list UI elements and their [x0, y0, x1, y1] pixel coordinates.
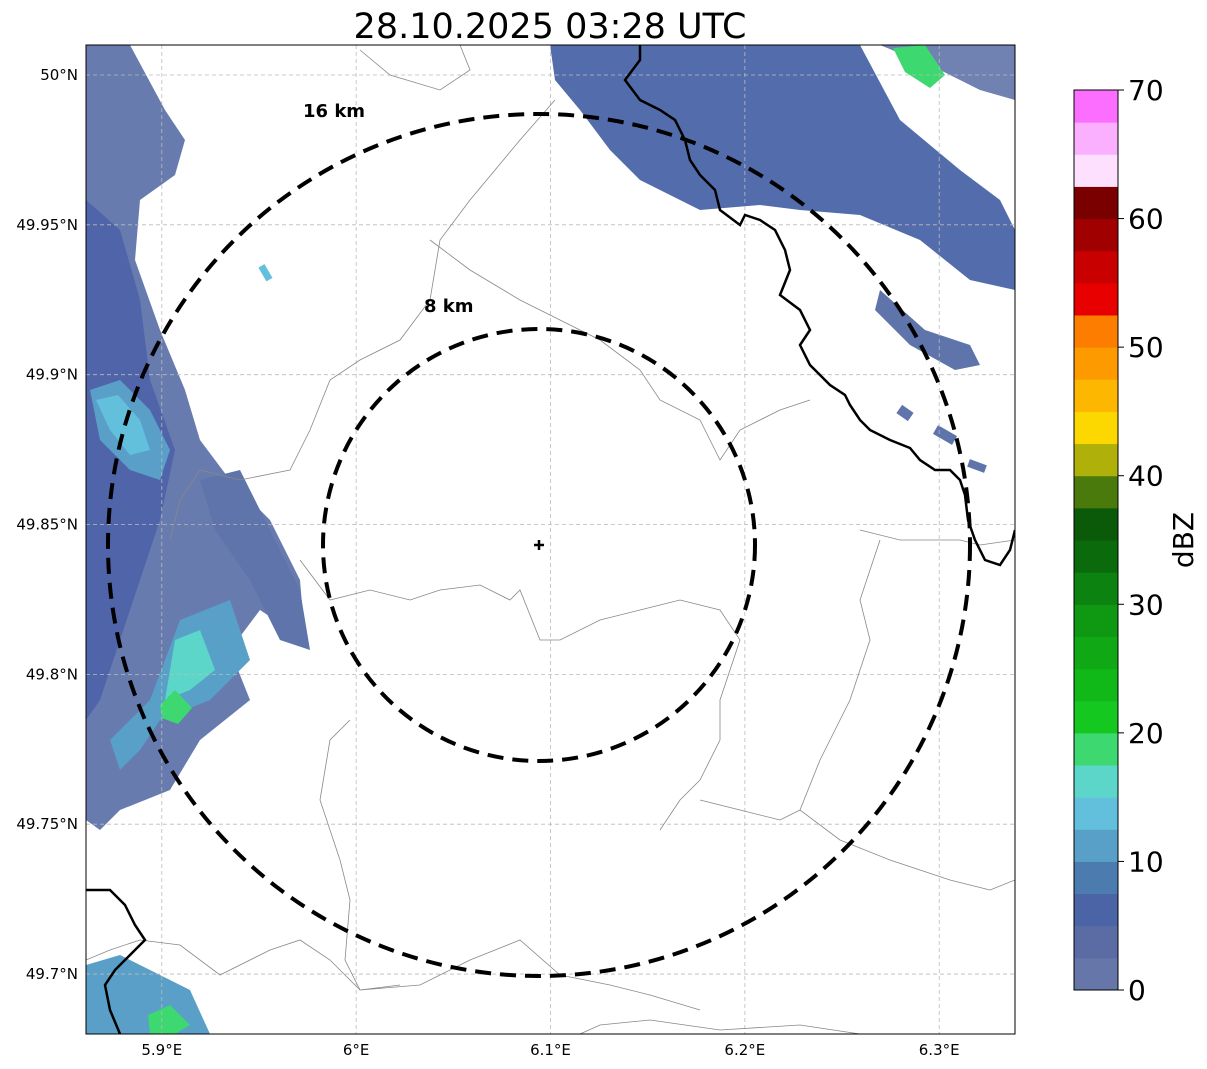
range-ring-8km	[321, 327, 757, 763]
colorbar-bin	[1074, 443, 1118, 477]
colorbar-tick-label: 70	[1128, 74, 1164, 107]
colorbar-bin	[1074, 540, 1118, 573]
echo-ne-green	[893, 45, 945, 88]
echo-speck	[258, 264, 273, 282]
colorbar-bin	[1074, 347, 1118, 380]
national-border-southwest	[86, 888, 147, 1034]
colorbar-bin	[1074, 861, 1118, 895]
map-panel[interactable]: 16 km 8 km	[85, 44, 1016, 1035]
colorbar-bin	[1074, 411, 1118, 445]
lat-tick-label: 50°N	[40, 66, 78, 84]
lon-tick-label: 6.2°E	[724, 1041, 765, 1059]
colorbar-tick-label: 10	[1128, 845, 1164, 878]
colorbar-bin	[1074, 218, 1118, 252]
colorbar-tick-label: 0	[1128, 974, 1146, 1007]
lon-tick-label: 6.1°E	[530, 1041, 571, 1059]
lat-tick-label: 49.8°N	[26, 665, 78, 683]
lat-tick-label: 49.7°N	[26, 965, 78, 983]
colorbar-tick-label: 30	[1128, 588, 1164, 621]
latitude-ticks: 50°N 49.95°N 49.9°N 49.85°N 49.8°N 49.75°N 49.…	[16, 66, 78, 983]
colorbar-bin	[1074, 765, 1118, 798]
colorbar-bin	[1074, 700, 1118, 734]
reflectivity-echoes	[86, 45, 1015, 1034]
radar-site-marker	[534, 540, 544, 550]
gridlines	[86, 45, 1015, 1034]
colorbar-bin	[1074, 604, 1118, 637]
colorbar-bin	[1074, 154, 1118, 187]
colorbar-bin	[1074, 90, 1118, 123]
lon-tick-label: 5.9°E	[141, 1041, 182, 1059]
figure-title: 28.10.2025 03:28 UTC	[354, 7, 747, 47]
colorbar-bin	[1074, 797, 1118, 830]
echo-ne-fleck-3	[967, 459, 987, 473]
echo-sw-streak	[200, 470, 310, 650]
colorbar-tick-label: 40	[1128, 460, 1164, 493]
colorbar-bin	[1074, 122, 1118, 155]
colorbar: 0 10 20 30 40 50 60 70 dBZ	[1073, 74, 1200, 1007]
echo-west-cyan	[96, 395, 150, 455]
range-ring-16km	[106, 112, 972, 978]
lat-tick-label: 49.95°N	[16, 216, 78, 234]
colorbar-bin	[1074, 636, 1118, 670]
lon-tick-label: 6°E	[343, 1041, 370, 1059]
colorbar-frame	[1073, 89, 1119, 991]
echo-sw-cyan	[165, 630, 215, 700]
longitude-ticks: 5.9°E 6°E 6.1°E 6.2°E 6.3°E	[141, 1041, 959, 1059]
echo-ne-fleck-1	[896, 404, 914, 422]
colorbar-tick-label: 50	[1128, 331, 1164, 364]
echo-sw-green	[160, 690, 192, 724]
colorbar-bin	[1074, 925, 1118, 959]
national-border-east	[623, 45, 1015, 567]
colorbar-bin	[1074, 732, 1118, 766]
colorbar-bin	[1074, 572, 1118, 605]
range-rings	[106, 112, 972, 978]
echo-west-band	[86, 45, 305, 830]
colorbar-bin	[1074, 475, 1118, 509]
colorbar-tick-label: 60	[1128, 203, 1164, 236]
colorbar-bin	[1074, 507, 1118, 541]
colorbar-bins	[1074, 90, 1118, 991]
colorbar-tick-label: 20	[1128, 717, 1164, 750]
colorbar-bin	[1074, 282, 1118, 316]
colorbar-bin	[1074, 379, 1118, 412]
colorbar-bin	[1074, 668, 1118, 702]
echo-bottom-left-green	[148, 1005, 190, 1034]
colorbar-ticks: 0 10 20 30 40 50 60 70	[1118, 74, 1164, 1007]
colorbar-bin	[1074, 893, 1118, 927]
colorbar-bin	[1074, 186, 1118, 220]
lat-tick-label: 49.85°N	[16, 516, 78, 534]
colorbar-label: dBZ	[1167, 512, 1200, 568]
lat-tick-label: 49.75°N	[16, 815, 78, 833]
colorbar-bin	[1074, 829, 1118, 862]
admin-boundaries	[86, 45, 1015, 1034]
lon-tick-label: 6.3°E	[919, 1041, 960, 1059]
colorbar-bin	[1074, 315, 1118, 348]
echo-ne-band	[550, 45, 1015, 290]
colorbar-bin	[1074, 957, 1118, 991]
ring-label-8km: 8 km	[424, 296, 474, 317]
colorbar-bin	[1074, 250, 1118, 284]
map-frame	[85, 44, 1016, 1035]
ring-label-16km: 16 km	[303, 101, 365, 122]
lat-tick-label: 49.9°N	[26, 366, 78, 384]
